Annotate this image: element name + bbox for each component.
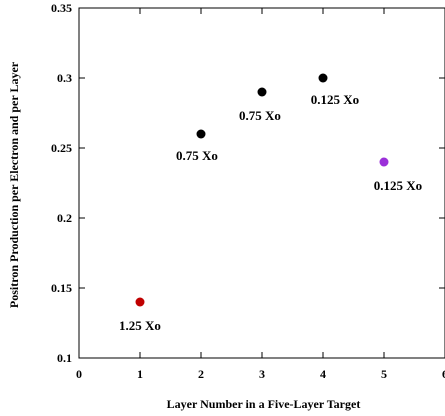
data-point — [135, 297, 145, 307]
data-point-label: 0.75 Xo — [176, 148, 218, 163]
x-tick-label: 1 — [137, 367, 143, 381]
y-tick-label: 0.35 — [51, 1, 72, 15]
x-tick-label: 2 — [198, 367, 204, 381]
data-point — [257, 87, 267, 97]
y-tick-label: 0.2 — [57, 211, 72, 225]
data-point-labels: 1.25 Xo 0.75 Xo 0.75 Xo 0.125 Xo 0.125 Xo — [119, 92, 422, 333]
data-point — [379, 157, 389, 167]
x-tick-label: 5 — [381, 367, 387, 381]
data-point-label: 1.25 Xo — [119, 318, 161, 333]
axis-tick-labels: 0 1 2 3 4 5 6 0.1 0.15 0.2 0.25 0.3 0.35 — [51, 1, 445, 381]
data-point — [318, 73, 328, 83]
y-tick-label: 0.15 — [51, 281, 72, 295]
data-points — [135, 73, 389, 307]
data-point-label: 0.125 Xo — [311, 92, 359, 107]
x-axis-title: Layer Number in a Five-Layer Target — [167, 397, 361, 411]
y-axis-title: Positron Production per Electron and per… — [7, 61, 21, 308]
x-tick-label: 6 — [442, 367, 445, 381]
x-tick-label: 3 — [259, 367, 265, 381]
data-point-label: 0.75 Xo — [239, 108, 281, 123]
data-point — [196, 129, 206, 139]
data-point-label: 0.125 Xo — [374, 178, 422, 193]
x-tick-label: 4 — [320, 367, 326, 381]
y-tick-label: 0.1 — [57, 351, 72, 365]
y-tick-label: 0.3 — [57, 71, 72, 85]
axis-ticks — [78, 7, 445, 359]
x-tick-label: 0 — [76, 367, 82, 381]
y-tick-label: 0.25 — [51, 141, 72, 155]
